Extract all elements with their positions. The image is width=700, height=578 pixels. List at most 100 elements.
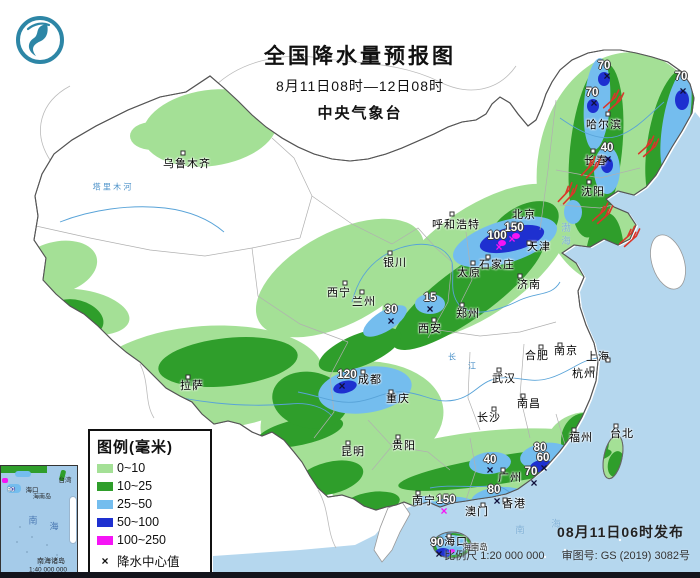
city-marker	[342, 280, 348, 286]
sea-region	[213, 112, 700, 578]
precip-center-symbol: ×	[101, 553, 109, 568]
city-label: 天津	[527, 241, 551, 253]
city-label: 银川	[383, 257, 407, 269]
city-label: 上海	[586, 351, 610, 363]
precip-center-value: 70	[597, 60, 611, 72]
city-label: 合肥	[525, 350, 549, 362]
inset-hainan-label: 海南岛	[32, 494, 52, 501]
legend-color-swatch	[97, 517, 113, 527]
city-marker	[613, 423, 619, 429]
city-marker	[395, 434, 401, 440]
city-label: 郑州	[456, 308, 480, 320]
legend-color-swatch	[97, 535, 113, 545]
city-marker	[449, 211, 455, 217]
inset-sea-label-1: 南	[28, 515, 38, 526]
river-name-label: 江	[468, 361, 476, 371]
precip-center-value: 70	[585, 87, 599, 99]
precip-center-value: 80	[533, 442, 547, 454]
city-label: 台北	[610, 428, 634, 440]
precip-center-value: 150	[436, 494, 456, 506]
city-marker	[520, 393, 526, 399]
legend-center-row: × 降水中心值	[97, 551, 203, 570]
precip-center-mark: ×	[387, 314, 395, 328]
city-marker	[502, 497, 508, 503]
map-header: 全国降水量预报图 8月11日08时—12日08时 中央气象台	[220, 40, 500, 123]
precip-center-mark: ×	[603, 69, 611, 83]
inset-coast-green	[1, 466, 47, 473]
precip-center-mark: ×	[604, 152, 612, 166]
city-label: 西宁	[327, 287, 351, 299]
precip-center-value: 30	[384, 304, 398, 316]
inset-islands-label: 南海诸岛	[37, 558, 65, 565]
inset-haikou-label: 海口	[25, 487, 39, 494]
precip-center-mark: ×	[540, 461, 548, 475]
city-label: 兰州	[352, 296, 376, 308]
inset-philippines-shape	[69, 496, 77, 544]
precip-center-value: 80	[487, 484, 501, 496]
city-label: 南宁	[412, 495, 436, 507]
precip-center-value: 100	[487, 230, 507, 242]
cma-logo	[14, 14, 66, 66]
city-marker	[480, 502, 486, 508]
city-marker	[571, 427, 577, 433]
inset-taiwan-label: 台湾	[58, 477, 72, 484]
china-national-border	[33, 49, 695, 511]
legend-item-label: 25~50	[117, 497, 153, 511]
city-label: 呼和浩特	[432, 219, 480, 231]
inset-islet	[19, 526, 21, 528]
gale-wind-icon	[587, 200, 617, 226]
legend-color-swatch	[97, 499, 113, 509]
city-marker	[360, 369, 366, 375]
city-label: 贵阳	[392, 440, 416, 452]
city-label: 澳门	[465, 506, 489, 518]
south-china-sea-inset: 台湾 90 海口 海南岛 南 海 南海诸岛 1:40 000 000	[0, 465, 78, 578]
precip-center-value: 70	[674, 71, 688, 83]
city-marker	[500, 467, 506, 473]
city-label: 北京	[512, 209, 536, 221]
city-label: 长沙	[477, 412, 501, 424]
map-scale: 比例尺 1:20 000 000	[444, 550, 545, 562]
sea-name-label: 海	[551, 519, 561, 530]
legend-items: 0~10 10~25 25~50 50~100 100~250	[97, 461, 203, 547]
inset-hainan-heavy-rain	[10, 487, 15, 491]
city-marker	[470, 260, 476, 266]
inset-islet	[56, 554, 58, 556]
city-marker	[431, 317, 437, 323]
legend-item: 100~250	[97, 533, 203, 547]
city-marker	[496, 367, 502, 373]
inset-islet	[26, 551, 28, 553]
city-label: 石家庄	[479, 259, 515, 271]
precip-center-mark: ×	[590, 96, 598, 110]
inset-center-value: 90	[7, 486, 15, 494]
city-label: 广州	[498, 472, 522, 484]
city-label: 海口	[444, 536, 468, 548]
city-label: 杭州	[572, 368, 596, 380]
inset-islet	[39, 564, 41, 566]
legend-item-label: 0~10	[117, 461, 146, 475]
city-marker	[459, 302, 465, 308]
city-marker	[605, 111, 611, 117]
neighbor-borders	[40, 55, 517, 549]
city-marker	[485, 254, 491, 260]
sea-name-label: 海	[561, 236, 571, 247]
city-marker	[586, 179, 592, 185]
precip-center-mark: ×	[493, 494, 501, 508]
precip-center-mark: ×	[679, 84, 687, 98]
precip-center-mark: ×	[440, 504, 448, 518]
precip-center-mark: ×	[338, 379, 346, 393]
city-label: 香港	[502, 498, 526, 510]
river-name-label: 长	[448, 352, 456, 362]
precip-center-value: 90	[430, 537, 444, 549]
precip-center-value: 15	[423, 292, 437, 304]
city-label: 沈阳	[581, 186, 605, 198]
city-label: 武汉	[492, 373, 516, 385]
legend-item: 50~100	[97, 515, 203, 529]
city-marker	[446, 533, 452, 539]
city-label: 拉萨	[180, 380, 204, 392]
city-marker	[359, 289, 365, 295]
sea-name-label: 渤	[561, 223, 571, 234]
city-label: 重庆	[386, 393, 410, 405]
map-meta-line: 比例尺 1:20 000 000 审图号: GS (2019) 3082号	[430, 547, 690, 563]
release-time: 08月11日06时发布	[557, 524, 684, 540]
